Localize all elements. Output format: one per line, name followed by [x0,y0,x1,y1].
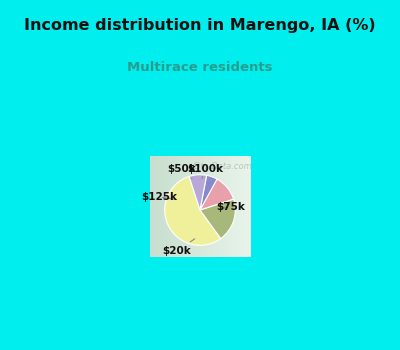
Text: $75k: $75k [216,202,245,212]
Wedge shape [200,175,217,210]
Wedge shape [189,175,207,210]
Text: Income distribution in Marengo, IA (%): Income distribution in Marengo, IA (%) [24,18,376,33]
Text: Multirace residents: Multirace residents [127,61,273,74]
Text: $100k: $100k [187,164,223,179]
Text: $125k: $125k [142,192,178,202]
Text: $20k: $20k [162,239,195,256]
Text: $50k: $50k [168,164,196,179]
Wedge shape [200,199,235,239]
Wedge shape [165,176,221,245]
Text: City-Data.com: City-Data.com [192,162,252,171]
Wedge shape [200,179,234,210]
